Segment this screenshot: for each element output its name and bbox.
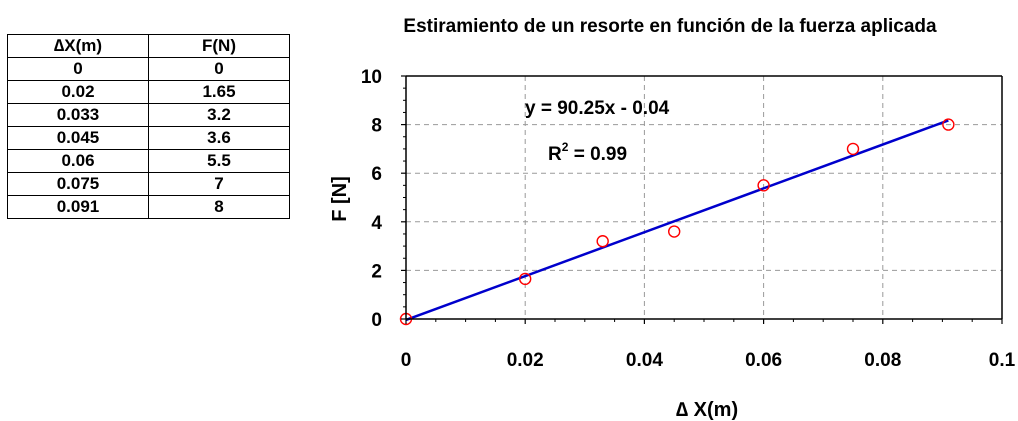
data-table: ∆X(m) F(N) 0 0 0.02 1.65 0.033 3.2 0.045… [7, 34, 290, 219]
data-point [846, 142, 860, 156]
y-tick-label: 6 [371, 164, 382, 185]
trendline [405, 119, 949, 322]
r-squared-label: R2 = 0.99 [548, 140, 627, 165]
y-tick-label: 4 [371, 213, 382, 234]
data-point [519, 272, 532, 286]
y-tick-label: 2 [371, 261, 382, 282]
cell-force: 8 [148, 195, 290, 219]
data-point [596, 235, 609, 248]
data-point [942, 118, 955, 131]
x-tick-label: 0.04 [626, 350, 663, 371]
tick-labels: 0 0.02 0.04 0.06 0.08 0.1 0 2 4 6 8 10 [361, 67, 1016, 371]
header-delta-x: ∆X(m) [7, 34, 149, 58]
cell-delta-x: 0.02 [7, 80, 149, 104]
y-tick-label: 0 [371, 310, 382, 331]
x-tick-label: 0 [401, 350, 412, 371]
grid-lines [406, 75, 1003, 319]
cell-delta-x: 0.06 [7, 149, 149, 173]
x-tick-label: 0.08 [864, 350, 901, 371]
header-force: F(N) [148, 34, 290, 58]
table-row: 0.091 8 [7, 195, 290, 219]
data-point [757, 179, 770, 192]
x-tick-label: 0.06 [745, 350, 782, 371]
y-tick-label: 8 [371, 116, 382, 137]
x-tick-label: 0.02 [507, 350, 544, 371]
cell-force: 3.2 [148, 103, 290, 127]
cell-force: 7 [148, 172, 290, 196]
cell-force: 1.65 [148, 80, 290, 104]
data-point [668, 225, 681, 238]
y-axis-label: F [N] [329, 176, 351, 222]
r-squared-exponent: 2 [562, 140, 569, 154]
chart-title: Estiramiento de un resorte en función de… [403, 16, 937, 37]
r-squared-prefix: R [548, 144, 562, 165]
table-row: 0.045 3.6 [7, 126, 290, 150]
table-row: 0.02 1.65 [7, 80, 290, 104]
cell-delta-x: 0.091 [7, 195, 149, 219]
y-tick-label: 10 [361, 67, 382, 88]
axes [401, 75, 1003, 324]
cell-delta-x: 0.045 [7, 126, 149, 150]
r-squared-value: = 0.99 [568, 144, 627, 165]
table-header-row: ∆X(m) F(N) [7, 34, 290, 58]
table-row: 0.033 3.2 [7, 103, 290, 127]
cell-delta-x: 0.033 [7, 103, 149, 127]
x-tick-label: 0.1 [989, 350, 1016, 371]
trendline-layer [405, 119, 949, 322]
trendline-equation: y = 90.25x - 0.04 [525, 98, 670, 119]
x-axis-label: ∆ X(m) [676, 399, 738, 421]
